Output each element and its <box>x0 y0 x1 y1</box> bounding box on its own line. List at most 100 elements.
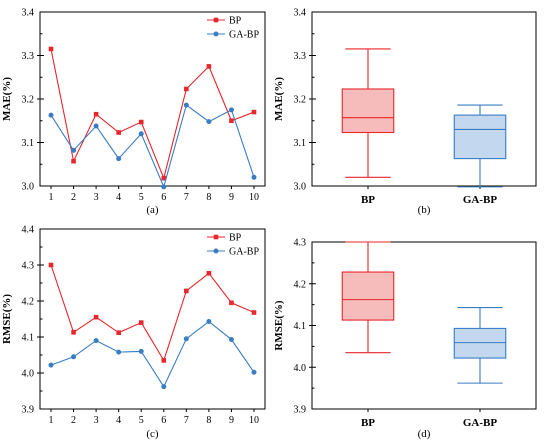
panel-label: (c) <box>146 428 159 440</box>
x-tick-label: 6 <box>161 192 166 203</box>
series-line-ga-bp <box>50 320 255 388</box>
data-point-ga-bp <box>71 354 77 360</box>
data-point-bp <box>206 64 212 69</box>
y-tick-label: 3.9 <box>294 405 307 416</box>
x-category-label: GA-BP <box>463 194 498 206</box>
y-axis-label: RMSE(%) <box>1 294 13 344</box>
x-category-label: BP <box>361 417 375 429</box>
y-tick-label: 4.4 <box>22 225 35 236</box>
x-tick-label: 2 <box>71 192 76 203</box>
y-tick-label: 3.3 <box>22 51 35 62</box>
data-point-ga-bp <box>138 348 144 354</box>
x-tick-label: 9 <box>229 415 234 426</box>
data-point-ga-bp <box>183 336 189 342</box>
data-point-ga-bp <box>183 102 189 108</box>
data-point-bp <box>93 314 99 320</box>
y-tick-label: 3.3 <box>294 51 307 62</box>
y-tick-label: 4.1 <box>294 321 307 332</box>
data-point-ga-bp <box>48 362 54 368</box>
x-tick-label: 5 <box>139 192 144 203</box>
box-bp <box>341 271 395 321</box>
x-tick-label: 10 <box>249 415 259 426</box>
plot-frame <box>311 241 537 410</box>
data-point-ga-bp <box>206 319 212 325</box>
box-ga-bp <box>453 327 507 359</box>
data-point-ga-bp <box>251 174 257 180</box>
y-axis-label: RMSE(%) <box>273 300 285 350</box>
y-tick-label: 3.0 <box>294 182 307 193</box>
legend-marker <box>213 234 219 240</box>
data-point-bp <box>116 130 121 135</box>
x-tick-label: 3 <box>94 415 99 426</box>
data-point-ga-bp <box>138 131 144 137</box>
panel-label: (a) <box>146 204 159 216</box>
data-point-ga-bp <box>116 349 122 355</box>
x-tick-label: 7 <box>184 415 189 426</box>
y-tick-label: 3.4 <box>22 8 35 19</box>
data-point-bp <box>251 109 257 115</box>
data-point-bp <box>184 288 189 294</box>
y-tick-label: 3.2 <box>22 95 35 106</box>
x-tick-label: 7 <box>184 192 189 203</box>
data-point-ga-bp <box>48 112 54 118</box>
series-line-ga-bp <box>50 104 255 189</box>
x-category-label: BP <box>361 194 375 206</box>
x-tick-label: 6 <box>161 415 166 426</box>
data-point-bp <box>48 262 54 268</box>
data-point-bp <box>71 158 76 164</box>
legend-marker <box>213 248 219 254</box>
data-point-ga-bp <box>228 107 234 113</box>
x-tick-label: 4 <box>116 192 121 203</box>
y-tick-label: 4.2 <box>22 297 35 308</box>
x-tick-label: 8 <box>206 415 211 426</box>
y-axis-label: MAE(%) <box>1 77 13 121</box>
y-tick-label: 4.3 <box>294 238 307 249</box>
data-point-ga-bp <box>251 369 257 375</box>
data-point-bp <box>116 330 121 335</box>
data-point-bp <box>138 320 144 325</box>
data-point-bp <box>206 270 212 276</box>
data-point-bp <box>184 86 189 92</box>
legend-marker <box>213 31 219 37</box>
y-tick-label: 4.0 <box>294 363 307 374</box>
y-tick-label: 3.4 <box>294 8 307 19</box>
series-line-bp <box>50 264 255 362</box>
x-tick-label: 9 <box>229 192 234 203</box>
y-tick-label: 4.0 <box>22 369 35 380</box>
y-axis-label: MAE(%) <box>273 77 285 121</box>
data-point-bp <box>161 358 167 363</box>
data-point-ga-bp <box>71 147 77 153</box>
x-tick-label: 2 <box>71 415 76 426</box>
data-point-ga-bp <box>116 156 122 162</box>
x-tick-label: 8 <box>206 192 211 203</box>
data-point-bp <box>229 300 234 306</box>
legend-label: BP <box>229 16 242 27</box>
legend-marker <box>213 17 219 23</box>
x-category-label: GA-BP <box>463 417 498 429</box>
data-point-ga-bp <box>93 123 99 129</box>
data-point-bp <box>161 175 167 181</box>
data-point-bp <box>138 119 144 125</box>
x-tick-label: 1 <box>49 415 54 426</box>
x-tick-label: 5 <box>139 415 144 426</box>
y-tick-label: 4.2 <box>294 279 307 290</box>
y-tick-label: 3.2 <box>294 95 307 106</box>
panel-label: (b) <box>418 204 431 216</box>
data-point-bp <box>229 118 234 124</box>
data-point-bp <box>71 330 76 335</box>
x-tick-label: 4 <box>116 415 121 426</box>
panel-label: (d) <box>418 428 431 440</box>
y-tick-label: 4.3 <box>22 261 35 272</box>
data-point-bp <box>48 46 54 52</box>
data-point-ga-bp <box>228 337 234 343</box>
legend-label: BP <box>229 233 242 244</box>
x-tick-label: 3 <box>94 192 99 203</box>
y-tick-label: 3.1 <box>294 138 307 149</box>
box-bp <box>341 88 395 134</box>
data-point-ga-bp <box>161 184 167 190</box>
y-tick-label: 3.0 <box>22 182 35 193</box>
data-point-ga-bp <box>161 384 167 390</box>
legend-label: GA-BP <box>229 30 259 41</box>
x-tick-label: 10 <box>249 192 259 203</box>
